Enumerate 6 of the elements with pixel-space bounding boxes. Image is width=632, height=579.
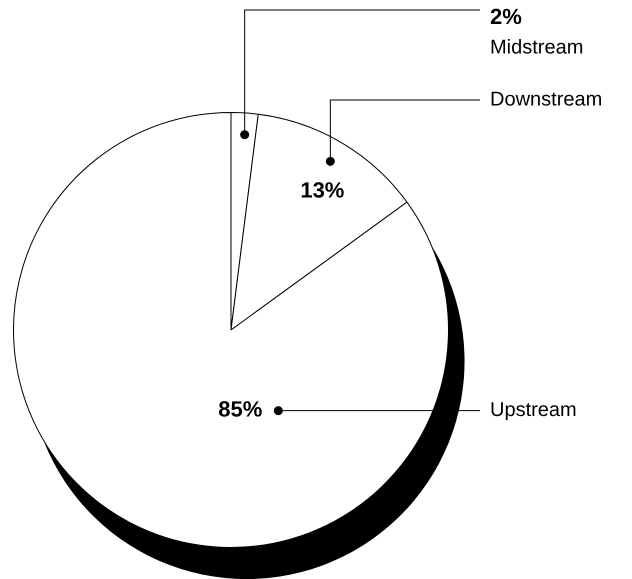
- slice-label: Downstream: [490, 88, 602, 111]
- data-label: 13%: [300, 177, 344, 202]
- slice-label: Midstream: [490, 36, 584, 59]
- data-label: 2%: [490, 4, 522, 30]
- slice-label: Upstream: [490, 399, 577, 422]
- data-label: 85%: [218, 396, 262, 422]
